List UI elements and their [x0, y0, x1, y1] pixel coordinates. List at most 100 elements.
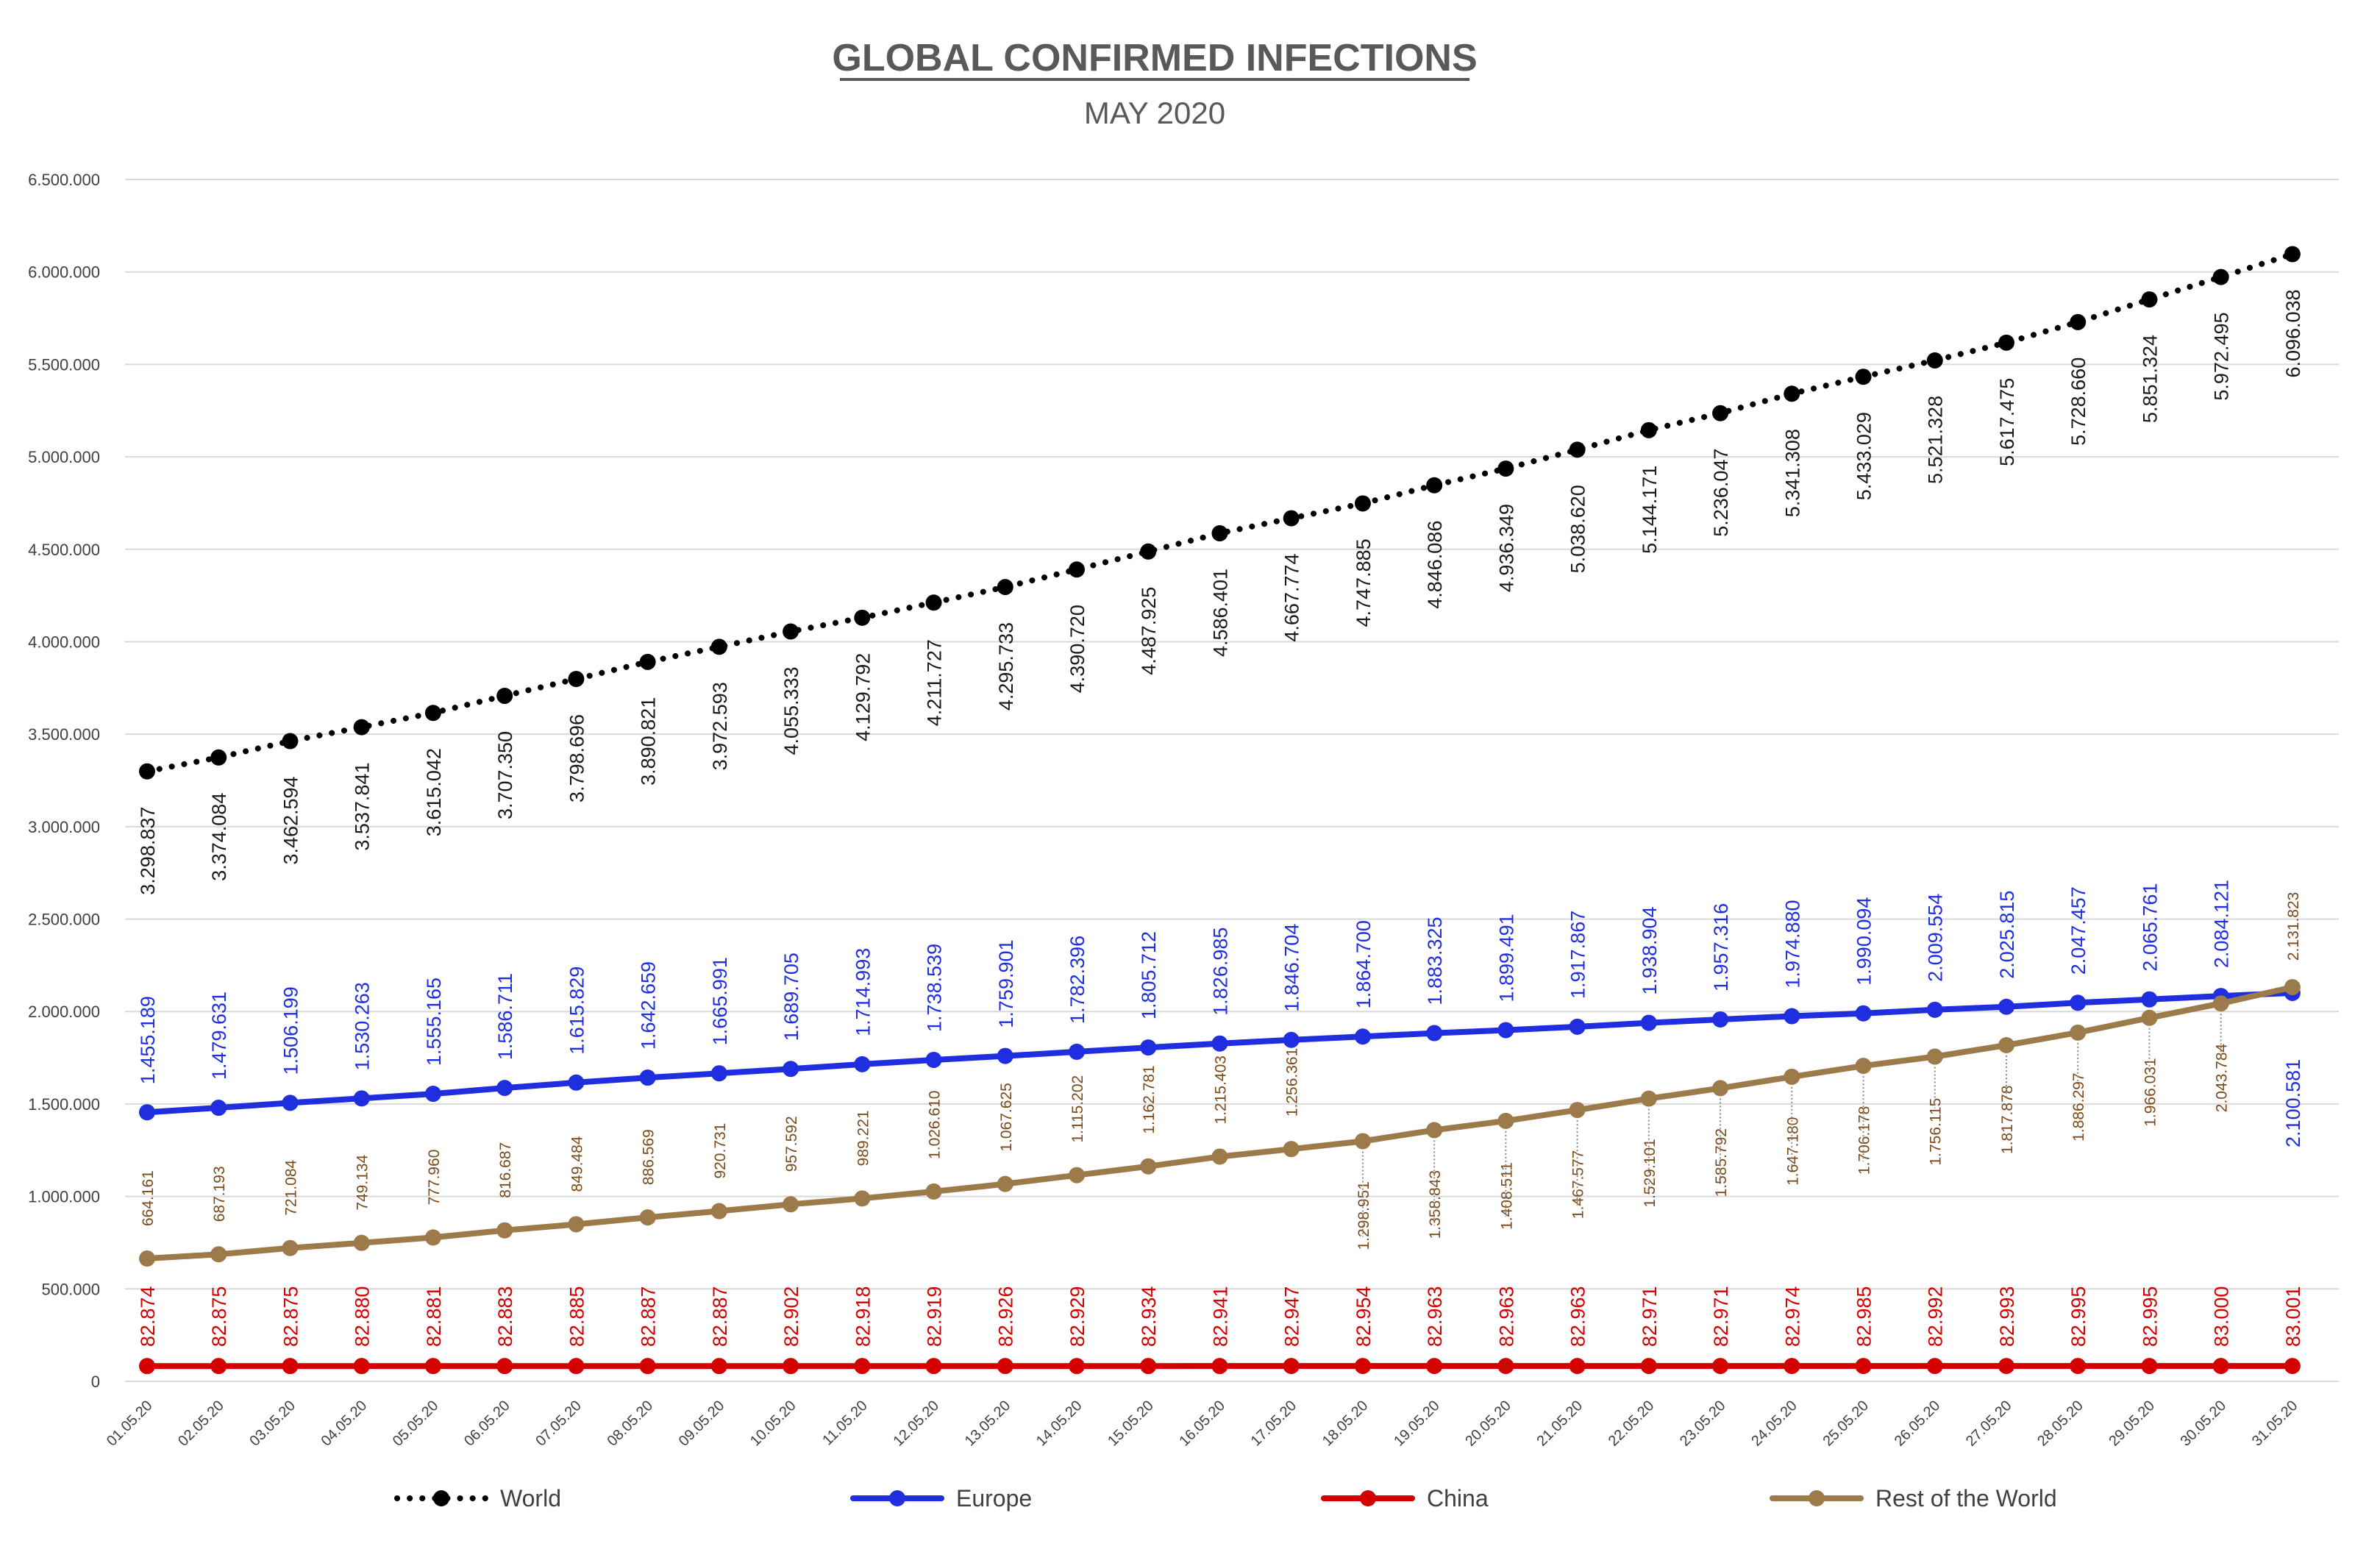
- data-point-china: [925, 1358, 942, 1375]
- data-point-rest-of-the-world: [854, 1190, 871, 1207]
- data-label-world: 4.586.401: [1209, 569, 1231, 657]
- data-point-china: [997, 1358, 1013, 1375]
- data-label-china: 82.887: [709, 1286, 731, 1348]
- data-point-world: [1283, 510, 1300, 527]
- data-label-china: 82.875: [208, 1286, 230, 1348]
- data-point-europe: [925, 1051, 942, 1068]
- data-point-china: [2141, 1358, 2158, 1375]
- data-label-china: 83.000: [2211, 1286, 2233, 1348]
- data-label-rest-of-the-world: 1.817.878: [1999, 1086, 2016, 1154]
- data-label-china: 82.971: [1639, 1286, 1661, 1348]
- data-label-china: 82.974: [1781, 1286, 1803, 1348]
- data-point-world: [568, 671, 585, 688]
- data-label-rest-of-the-world: 749.134: [354, 1154, 371, 1210]
- data-point-rest-of-the-world: [1426, 1122, 1443, 1139]
- data-point-europe: [353, 1090, 370, 1107]
- data-point-europe: [854, 1056, 871, 1072]
- data-point-rest-of-the-world: [783, 1196, 799, 1213]
- data-point-rest-of-the-world: [2284, 979, 2301, 996]
- data-label-china: 82.883: [494, 1286, 516, 1348]
- data-point-world: [1068, 561, 1085, 578]
- data-point-china: [854, 1358, 871, 1375]
- data-label-world: 4.295.733: [995, 622, 1017, 711]
- data-point-europe: [282, 1094, 299, 1111]
- data-label-rest-of-the-world: 777.960: [426, 1150, 443, 1206]
- data-label-world: 4.129.792: [852, 653, 874, 741]
- data-point-china: [1640, 1358, 1657, 1375]
- data-point-china: [1998, 1358, 2014, 1375]
- data-label-rest-of-the-world: 1.467.577: [1570, 1150, 1587, 1219]
- data-point-rest-of-the-world: [1640, 1090, 1657, 1107]
- legend-item-rest-of-the-world: Rest of the World: [1770, 1485, 2057, 1512]
- data-point-world: [925, 594, 942, 611]
- y-tick-label: 0: [91, 1373, 100, 1391]
- data-label-china: 82.934: [1138, 1286, 1160, 1348]
- data-label-china: 82.963: [1495, 1286, 1517, 1348]
- data-point-world: [2141, 291, 2158, 308]
- data-point-europe: [1211, 1035, 1228, 1052]
- data-point-europe: [424, 1086, 441, 1103]
- data-point-europe: [1926, 1001, 1943, 1018]
- data-label-europe: 1.864.700: [1353, 920, 1375, 1008]
- data-point-world: [282, 733, 299, 750]
- data-point-europe: [1283, 1031, 1300, 1048]
- data-label-europe: 1.615.829: [566, 967, 588, 1055]
- y-tick-label: 3.500.000: [28, 725, 100, 744]
- data-label-europe: 1.759.901: [995, 939, 1017, 1028]
- data-label-europe: 1.555.165: [423, 978, 445, 1066]
- data-label-rest-of-the-world: 1.529.101: [1642, 1139, 1658, 1207]
- data-point-europe: [1998, 998, 2014, 1015]
- data-label-world: 5.038.620: [1567, 485, 1589, 573]
- data-label-rest-of-the-world: 664.161: [140, 1170, 157, 1226]
- data-point-china: [353, 1358, 370, 1375]
- data-point-china: [1784, 1358, 1800, 1375]
- data-label-world: 4.667.774: [1281, 553, 1303, 641]
- data-point-europe: [1855, 1005, 1872, 1022]
- data-label-europe: 1.738.539: [924, 944, 946, 1032]
- data-label-europe: 1.883.325: [1424, 916, 1446, 1005]
- data-label-rest-of-the-world: 957.592: [783, 1116, 800, 1172]
- data-point-china: [424, 1358, 441, 1375]
- data-point-rest-of-the-world: [1712, 1080, 1729, 1097]
- data-label-china: 82.902: [780, 1286, 802, 1348]
- data-label-world: 3.537.841: [352, 763, 374, 851]
- data-label-china: 82.985: [1853, 1286, 1875, 1348]
- data-point-europe: [1640, 1014, 1657, 1031]
- data-point-world: [496, 688, 513, 705]
- data-point-rest-of-the-world: [1784, 1068, 1800, 1085]
- data-point-china: [139, 1358, 155, 1375]
- data-label-rest-of-the-world: 1.115.202: [1069, 1075, 1086, 1143]
- data-point-china: [1426, 1358, 1443, 1375]
- data-label-rest-of-the-world: 989.221: [855, 1110, 872, 1166]
- data-point-china: [1926, 1358, 1943, 1375]
- data-label-china: 82.947: [1281, 1286, 1303, 1348]
- data-point-world: [2284, 246, 2301, 263]
- data-label-china: 82.995: [2067, 1286, 2089, 1348]
- data-label-world: 5.851.324: [2139, 335, 2161, 423]
- y-tick-label: 4.000.000: [28, 633, 100, 651]
- data-label-europe: 2.009.554: [1925, 894, 1947, 982]
- y-tick-label: 500.000: [41, 1280, 100, 1298]
- data-point-europe: [2141, 991, 2158, 1008]
- data-label-rest-of-the-world: 1.756.115: [1928, 1098, 1945, 1166]
- data-point-europe: [710, 1065, 727, 1082]
- data-point-europe: [2070, 994, 2087, 1011]
- legend-label: World: [500, 1485, 561, 1512]
- data-point-china: [2212, 1358, 2229, 1375]
- data-label-world: 4.211.727: [924, 639, 946, 726]
- data-point-rest-of-the-world: [210, 1246, 227, 1263]
- data-label-europe: 1.846.704: [1281, 924, 1303, 1012]
- data-label-world: 5.433.029: [1853, 412, 1875, 500]
- data-point-rest-of-the-world: [1998, 1037, 2014, 1054]
- data-point-europe: [1497, 1022, 1514, 1039]
- y-tick-label: 1.000.000: [28, 1188, 100, 1206]
- data-point-rest-of-the-world: [1569, 1102, 1586, 1119]
- data-label-europe: 1.506.199: [279, 986, 302, 1075]
- data-point-world: [854, 609, 871, 626]
- data-point-rest-of-the-world: [1211, 1148, 1228, 1165]
- data-point-china: [1354, 1358, 1371, 1375]
- data-label-china: 82.963: [1567, 1286, 1589, 1348]
- data-point-rest-of-the-world: [997, 1175, 1013, 1192]
- data-label-world: 3.972.593: [709, 682, 731, 770]
